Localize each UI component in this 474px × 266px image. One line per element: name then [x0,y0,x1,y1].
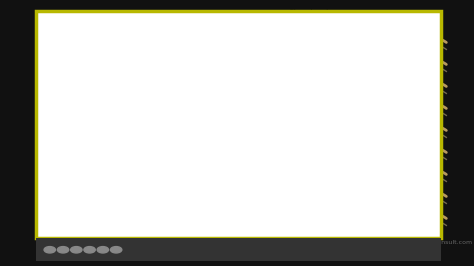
FancyBboxPatch shape [369,50,399,63]
Ellipse shape [340,95,360,117]
FancyBboxPatch shape [369,79,399,92]
FancyBboxPatch shape [359,211,373,218]
FancyBboxPatch shape [369,165,399,178]
FancyBboxPatch shape [359,183,373,189]
Text: Anterior
mediastinum: Anterior mediastinum [197,69,255,82]
FancyBboxPatch shape [359,125,373,131]
FancyBboxPatch shape [369,194,399,207]
FancyBboxPatch shape [369,93,399,106]
Text: Divisions:: Divisions: [105,35,189,49]
FancyBboxPatch shape [359,24,373,31]
FancyBboxPatch shape [369,223,399,236]
Text: Inferior
mediastinum: Inferior mediastinum [197,99,255,113]
Text: •: • [57,141,65,155]
Text: Inferior Mediastinum: Inferior Mediastinum [69,162,191,175]
FancyBboxPatch shape [359,96,373,103]
FancyBboxPatch shape [359,197,373,203]
FancyBboxPatch shape [369,108,399,120]
FancyBboxPatch shape [359,240,373,247]
Text: –: – [69,205,74,215]
FancyBboxPatch shape [359,154,373,160]
Text: Middle mediastinum: Middle mediastinum [233,148,297,160]
FancyBboxPatch shape [369,65,399,77]
FancyBboxPatch shape [359,53,373,60]
Text: –: – [69,185,74,195]
Text: Mediastinum is
divided by the imaginary
line at the angle of Louis
into: Mediastinum is divided by the imaginary … [73,61,221,125]
Text: •: • [57,162,65,176]
Polygon shape [252,141,342,171]
FancyBboxPatch shape [369,237,399,250]
FancyBboxPatch shape [369,122,399,135]
Polygon shape [248,14,368,204]
Ellipse shape [255,53,335,163]
FancyBboxPatch shape [369,180,399,193]
Text: © Elsevier. Drake et al: Gray’s Anatomy for Students - www.studentconsult.com: © Elsevier. Drake et al: Gray’s Anatomy … [220,239,472,245]
FancyBboxPatch shape [359,39,373,45]
FancyBboxPatch shape [359,111,373,117]
FancyBboxPatch shape [369,36,399,49]
Text: Superior Mediastinum: Superior Mediastinum [69,141,199,154]
FancyBboxPatch shape [359,226,373,232]
FancyBboxPatch shape [359,139,373,146]
FancyBboxPatch shape [369,151,399,164]
Text: Posterior: Posterior [92,225,145,238]
FancyBboxPatch shape [359,168,373,174]
FancyBboxPatch shape [369,137,399,149]
Text: Posterior mediastinum: Posterior mediastinum [233,194,304,206]
FancyBboxPatch shape [359,68,373,74]
FancyBboxPatch shape [359,82,373,88]
FancyBboxPatch shape [369,22,399,34]
FancyBboxPatch shape [369,209,399,221]
Text: Sternal angle: Sternal angle [290,9,332,22]
Text: Anterior: Anterior [92,185,140,198]
Text: Middle: Middle [92,205,132,218]
Text: –: – [69,225,74,235]
Text: Superior
mediastinum: Superior mediastinum [197,39,255,55]
